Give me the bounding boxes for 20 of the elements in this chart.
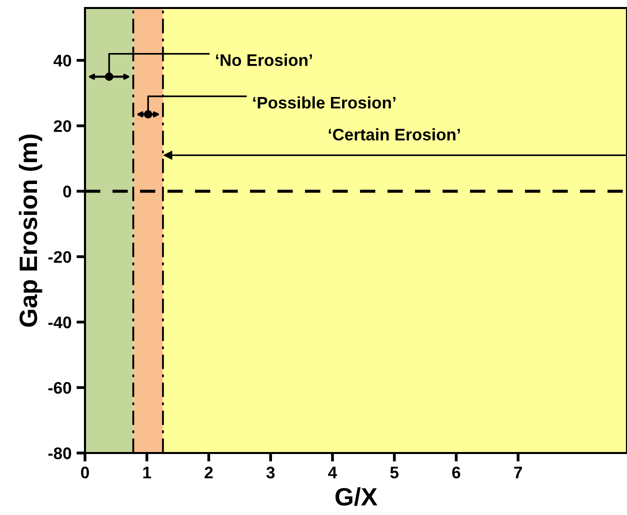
band-label: ‘Certain Erosion’ (328, 128, 460, 140)
x-tick-label: 2 (204, 466, 213, 478)
band-label: ‘No Erosion’ (216, 54, 312, 66)
x-tick-label: 4 (328, 466, 338, 478)
y-tick-label: 0 (63, 186, 72, 198)
x-tick-label: 3 (266, 466, 275, 478)
y-tick-label: -60 (48, 382, 72, 394)
y-tick-label: 20 (54, 120, 72, 132)
x-tick-label: 0 (81, 466, 89, 478)
x-tick-label: 5 (390, 466, 399, 478)
x-tick-label: 7 (514, 466, 522, 478)
x-tick-label: 6 (452, 466, 460, 478)
y-tick-label: -40 (48, 316, 72, 328)
y-axis-title: Gap Erosion (m) (18, 134, 42, 327)
band-label: ‘Possible Erosion’ (253, 96, 396, 109)
y-tick-label: -80 (48, 447, 72, 460)
y-tick-label: 40 (54, 54, 72, 67)
y-tick-label: -20 (48, 251, 72, 263)
x-tick-label: 1 (143, 466, 152, 478)
x-axis-title: G/X (335, 487, 378, 506)
